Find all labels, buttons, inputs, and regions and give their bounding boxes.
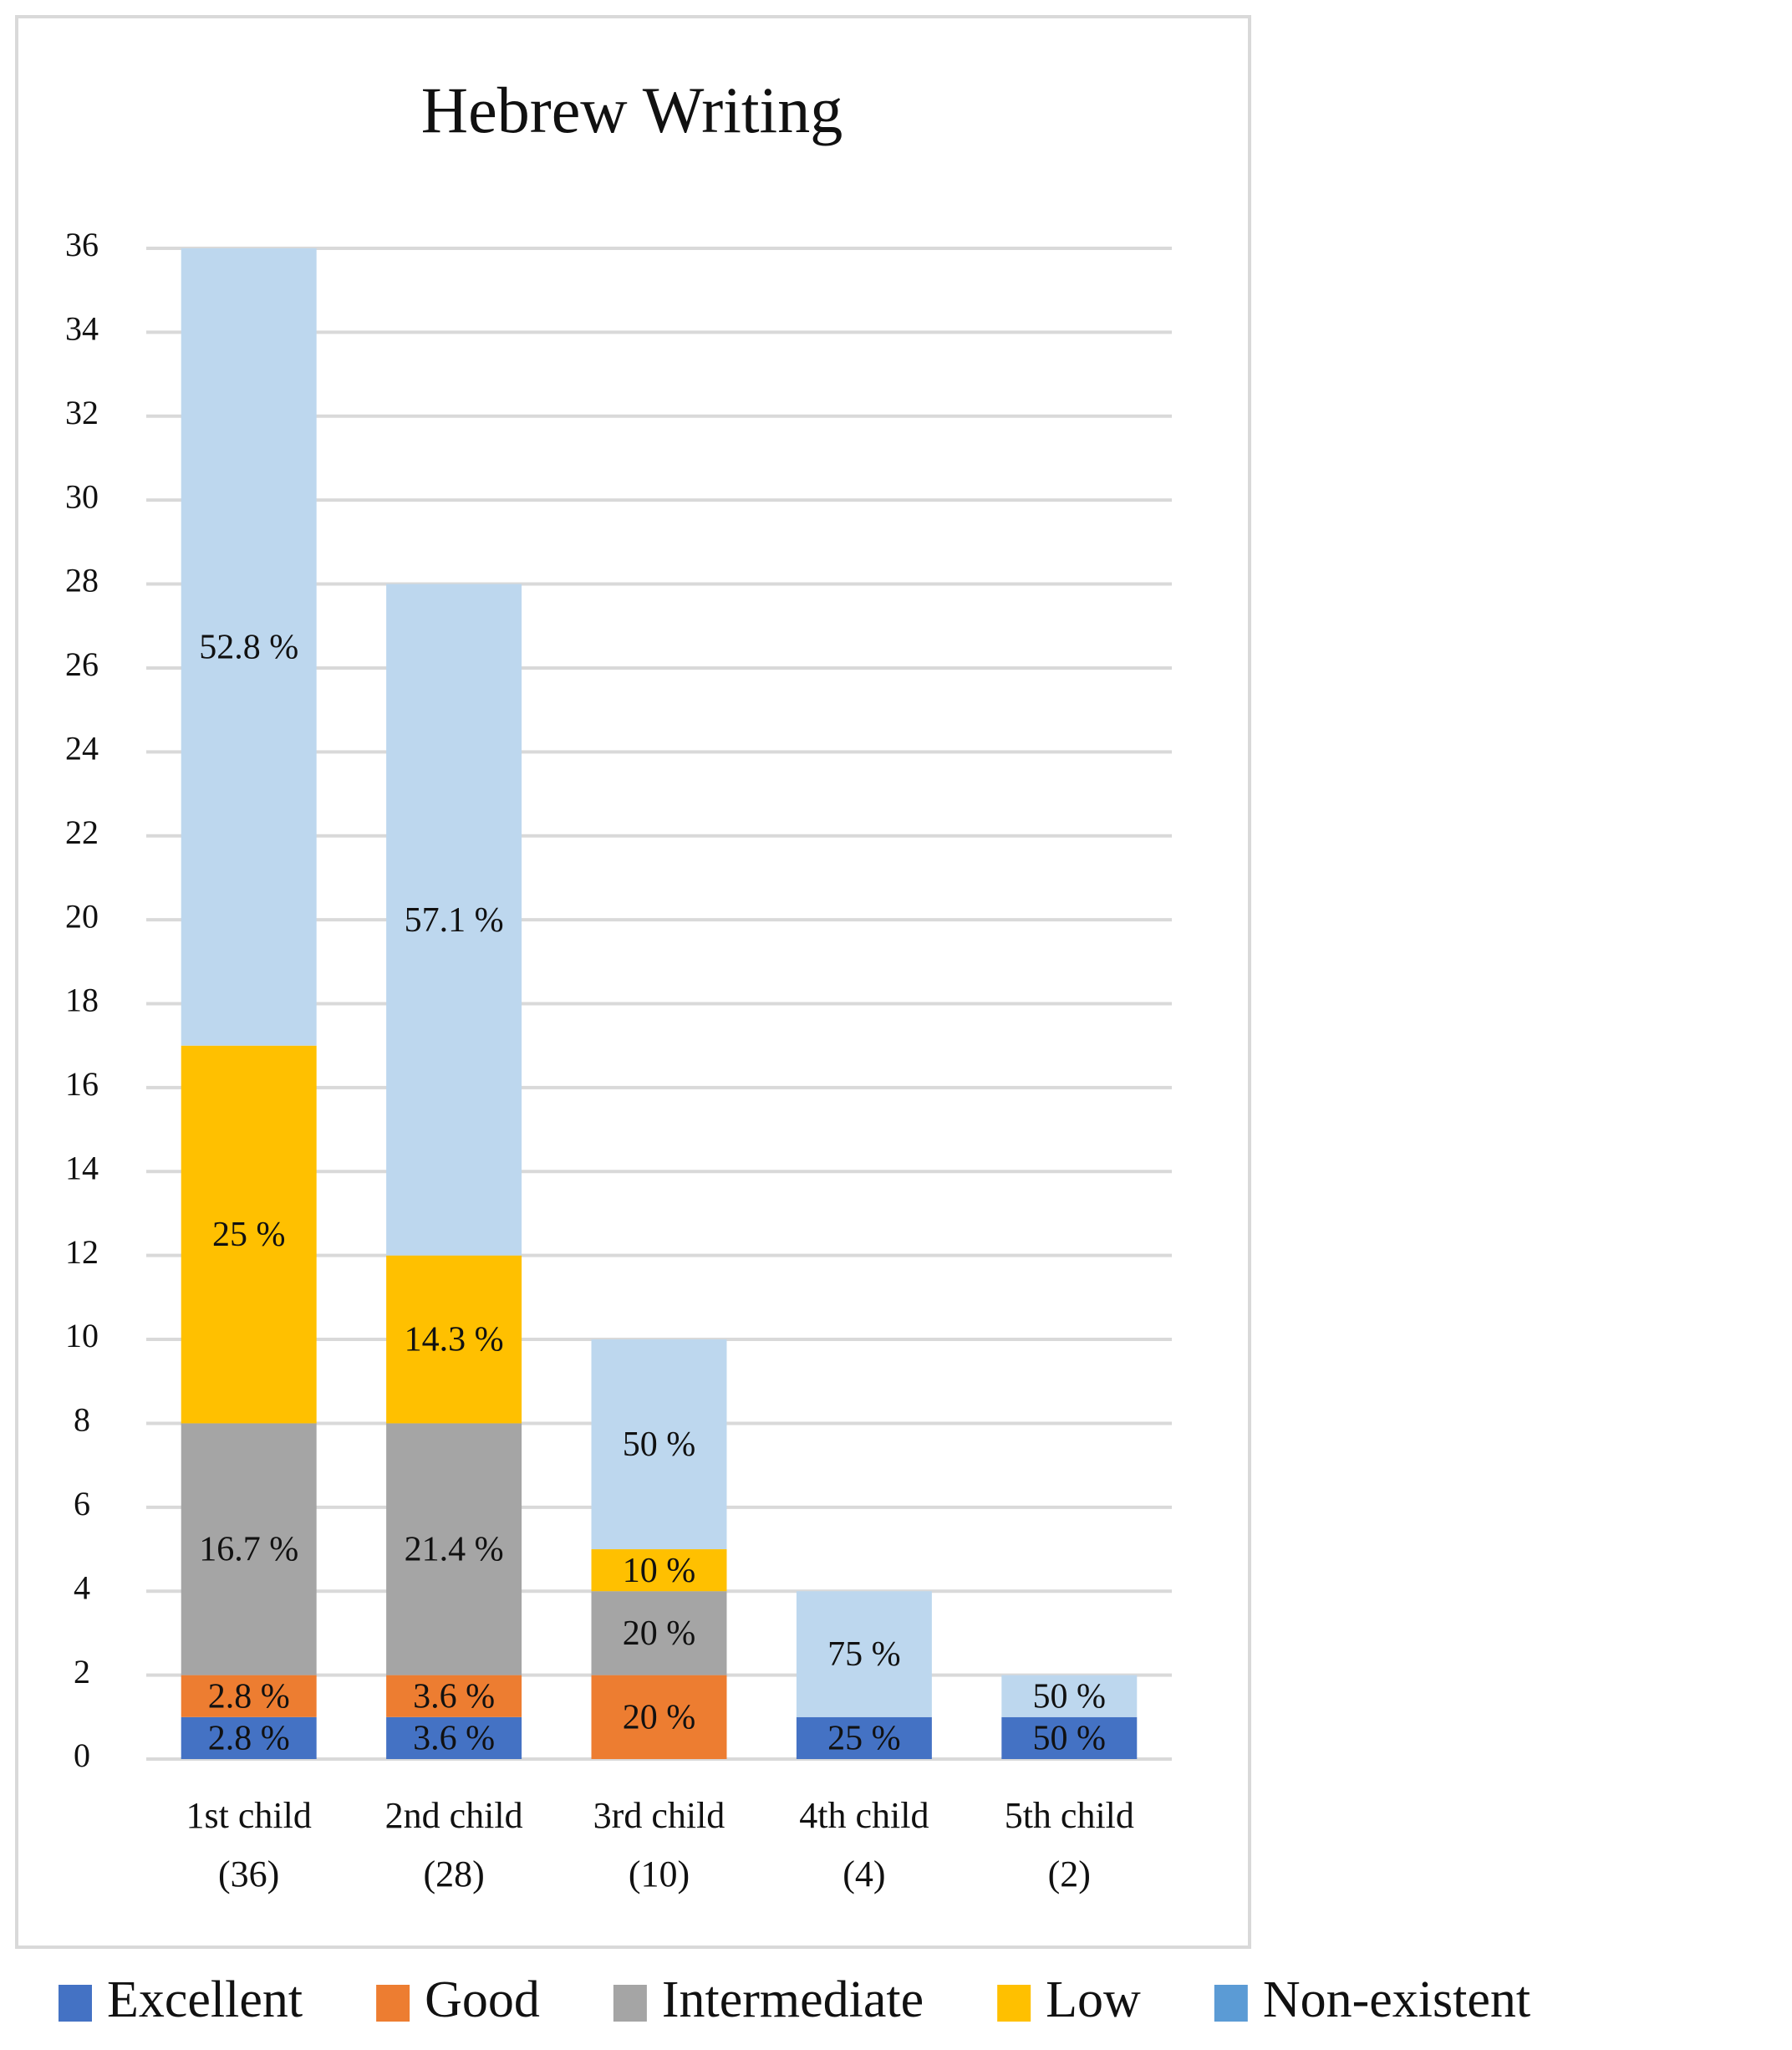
legend-label: Non-existent xyxy=(1263,1971,1530,2028)
x-tick-label: (2) xyxy=(1048,1854,1091,1894)
x-tick-label: 5th child xyxy=(1005,1795,1134,1836)
data-label: 2.8 % xyxy=(208,1720,290,1758)
y-tick-label: 30 xyxy=(65,477,99,515)
legend-swatch xyxy=(59,1985,92,2022)
legend-swatch xyxy=(997,1985,1031,2022)
bar-segment xyxy=(386,1423,522,1675)
y-tick-label: 22 xyxy=(65,813,99,851)
y-tick-label: 26 xyxy=(65,645,99,683)
y-tick-label: 18 xyxy=(65,982,99,1019)
y-tick-label: 12 xyxy=(65,1233,99,1271)
data-label: 57.1 % xyxy=(405,901,504,940)
data-label: 50 % xyxy=(623,1425,696,1464)
y-tick-label: 34 xyxy=(65,310,99,348)
x-tick-label: 1st child xyxy=(186,1795,312,1836)
x-tick-label: 2nd child xyxy=(385,1795,523,1836)
data-label: 20 % xyxy=(623,1614,696,1653)
bar-segment xyxy=(591,1675,727,1759)
data-label: 75 % xyxy=(827,1635,901,1674)
y-tick-label: 10 xyxy=(65,1317,99,1354)
y-tick-label: 6 xyxy=(74,1485,90,1522)
legend-swatch xyxy=(376,1985,410,2022)
y-tick-label: 14 xyxy=(65,1149,99,1186)
bar-segment xyxy=(386,1716,522,1759)
y-tick-label: 0 xyxy=(74,1736,90,1774)
bar-segment xyxy=(1001,1716,1138,1759)
bar-segment xyxy=(386,1255,522,1424)
data-label: 52.8 % xyxy=(199,628,298,666)
x-tick-label: (36) xyxy=(218,1854,279,1894)
bar-segment xyxy=(181,248,317,1046)
data-label: 25 % xyxy=(827,1720,901,1758)
x-tick-label: (4) xyxy=(843,1854,885,1894)
bar-segment xyxy=(181,1675,317,1717)
bar-segment xyxy=(591,1591,727,1675)
y-tick-label: 20 xyxy=(65,897,99,935)
legend-swatch xyxy=(1214,1985,1248,2022)
bar-segment xyxy=(591,1339,727,1550)
x-tick-label: (10) xyxy=(629,1854,690,1894)
y-tick-label: 24 xyxy=(65,730,99,767)
bar-segment xyxy=(386,1675,522,1717)
bar-segment xyxy=(796,1591,932,1717)
x-tick-label: 3rd child xyxy=(593,1795,725,1836)
bar-segment xyxy=(386,584,522,1256)
data-label: 2.8 % xyxy=(208,1677,290,1716)
bar-segment xyxy=(796,1716,932,1759)
legend-label: Intermediate xyxy=(662,1971,924,2028)
bar-segment xyxy=(181,1423,317,1675)
y-tick-label: 16 xyxy=(65,1065,99,1103)
x-tick-label: 4th child xyxy=(799,1795,929,1836)
bar-segment xyxy=(591,1549,727,1592)
y-tick-label: 8 xyxy=(74,1401,90,1439)
legend-label: Good xyxy=(425,1971,540,2028)
y-tick-label: 4 xyxy=(74,1568,90,1606)
legend-swatch xyxy=(613,1985,647,2022)
x-tick-label: (28) xyxy=(423,1854,484,1894)
data-label: 25 % xyxy=(212,1216,286,1254)
y-tick-label: 2 xyxy=(74,1653,90,1690)
bar-segment xyxy=(181,1716,317,1759)
data-label: 3.6 % xyxy=(413,1677,495,1716)
y-tick-label: 28 xyxy=(65,562,99,599)
chart-title: Hebrew Writing xyxy=(421,74,843,146)
legend-label: Low xyxy=(1046,1971,1141,2028)
y-tick-label: 36 xyxy=(65,226,99,263)
data-label: 3.6 % xyxy=(413,1720,495,1758)
data-label: 20 % xyxy=(623,1698,696,1736)
y-tick-label: 32 xyxy=(65,394,99,431)
data-label: 50 % xyxy=(1033,1677,1107,1716)
legend-label: Excellent xyxy=(107,1971,303,2028)
data-label: 16.7 % xyxy=(199,1531,298,1569)
bar-segment xyxy=(181,1045,317,1424)
data-label: 21.4 % xyxy=(405,1531,504,1569)
data-label: 14.3 % xyxy=(405,1321,504,1359)
data-label: 10 % xyxy=(623,1552,696,1590)
data-label: 50 % xyxy=(1033,1720,1107,1758)
bar-segment xyxy=(1001,1675,1138,1717)
